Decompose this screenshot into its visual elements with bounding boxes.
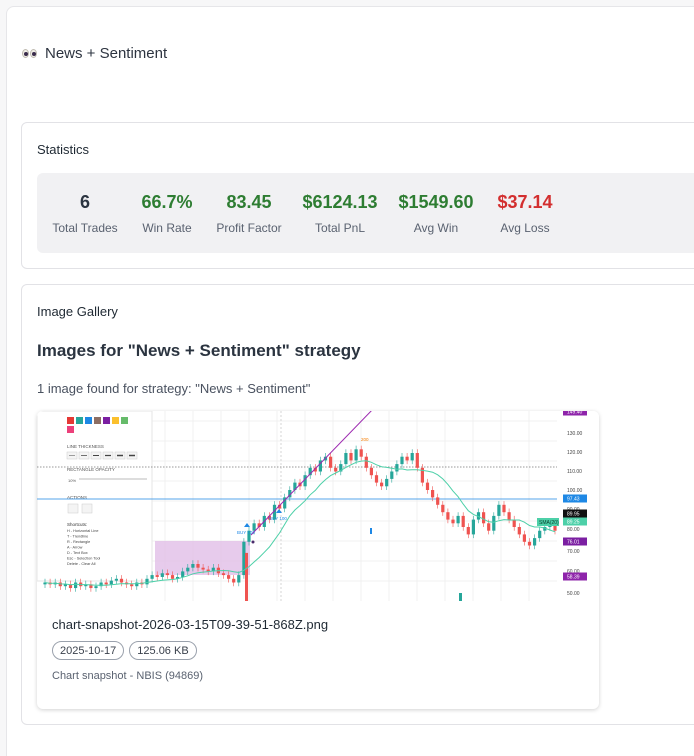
image-caption: Chart snapshot - NBIS (94869) — [52, 670, 204, 682]
gallery-count: 1 image found for strategy: "News + Sent… — [37, 381, 311, 396]
svg-text:R - Rectangle: R - Rectangle — [67, 540, 90, 544]
image-card[interactable]: LINE THICKNESS RECTANGLE OPACITY 10% ACT… — [37, 411, 599, 709]
svg-text:76.01: 76.01 — [567, 540, 580, 546]
image-gallery-card: Image Gallery Images for "News + Sentime… — [21, 284, 694, 725]
svg-text:60.00: 60.00 — [567, 569, 580, 575]
stat-win-rate: 66.7% Win Rate — [125, 173, 209, 253]
chart-thumbnail[interactable]: LINE THICKNESS RECTANGLE OPACITY 10% ACT… — [37, 411, 599, 601]
svg-text:H - Horizontal Line: H - Horizontal Line — [67, 529, 98, 533]
stat-profit-factor: 83.45 Profit Factor — [207, 173, 291, 253]
stat-value: $6124.13 — [302, 192, 378, 212]
svg-text:120.00: 120.00 — [567, 450, 583, 456]
svg-text:LINE THICKNESS: LINE THICKNESS — [67, 444, 104, 449]
eyes-icon — [22, 48, 37, 58]
svg-text:T - Trendline: T - Trendline — [67, 535, 88, 539]
svg-text:89.25: 89.25 — [567, 520, 580, 526]
svg-text:Shortcuts:: Shortcuts: — [67, 522, 87, 527]
chart-thumbnail-image: LINE THICKNESS RECTANGLE OPACITY 10% ACT… — [37, 411, 599, 601]
stats-strip: 6 Total Trades 66.7% Win Rate 83.45 Prof… — [37, 173, 694, 253]
page-header: News + Sentiment — [22, 44, 167, 62]
svg-text:Esc - Selection Tool: Esc - Selection Tool — [67, 557, 100, 561]
svg-text:70.00: 70.00 — [567, 549, 580, 555]
stat-total-pnl: $6124.13 Total PnL — [295, 173, 385, 253]
svg-text:D - Text Box: D - Text Box — [67, 551, 88, 555]
stat-label: Total PnL — [314, 221, 366, 235]
svg-text:200: 200 — [361, 437, 369, 442]
stat-label: Total Trades — [52, 221, 118, 235]
stat-avg-win: $1549.60 Avg Win — [391, 173, 481, 253]
stat-value: 83.45 — [226, 192, 272, 212]
svg-text:BUY 100: BUY 100 — [237, 530, 255, 535]
svg-text:149.40: 149.40 — [567, 411, 583, 416]
svg-text:89.95: 89.95 — [567, 512, 580, 518]
image-file-name: chart-snapshot-2026-03-15T09-39-51-868Z.… — [52, 617, 329, 632]
svg-text:130.00: 130.00 — [567, 431, 583, 437]
svg-text:110.00: 110.00 — [567, 469, 582, 475]
stat-avg-loss: $37.14 Avg Loss — [483, 173, 567, 253]
svg-text:ACTIONS: ACTIONS — [67, 495, 87, 500]
svg-text:58.39: 58.39 — [567, 575, 580, 581]
stat-value: $1549.60 — [398, 192, 474, 212]
stat-value: 66.7% — [141, 192, 193, 212]
image-meta-chips: 2025-10-17 125.06 KB — [52, 641, 197, 660]
stat-label: Avg Loss — [500, 221, 550, 235]
svg-text:100.00: 100.00 — [567, 488, 583, 494]
svg-text:80.00: 80.00 — [567, 527, 580, 533]
gallery-heading: Images for "News + Sentiment" strategy — [37, 341, 361, 360]
stat-value: 6 — [79, 192, 90, 212]
svg-text:97.43: 97.43 — [567, 497, 580, 503]
page-title: News + Sentiment — [45, 44, 168, 62]
svg-text:A - Arrow: A - Arrow — [67, 546, 83, 550]
svg-text:50.00: 50.00 — [567, 591, 580, 597]
statistics-title: Statistics — [37, 142, 90, 157]
svg-text:BUY 100: BUY 100 — [269, 516, 287, 521]
svg-text:RECTANGLE OPACITY: RECTANGLE OPACITY — [67, 467, 115, 472]
stat-value: $37.14 — [497, 192, 553, 212]
stat-label: Win Rate — [142, 221, 192, 235]
stat-label: Avg Win — [413, 221, 459, 235]
date-chip: 2025-10-17 — [52, 641, 125, 660]
svg-text:SMA(20): SMA(20) — [539, 520, 559, 526]
stat-label: Profit Factor — [216, 221, 282, 235]
stat-total-trades: 6 Total Trades — [43, 173, 127, 253]
svg-text:Delete - Clear All: Delete - Clear All — [67, 562, 96, 566]
size-chip: 125.06 KB — [129, 641, 197, 660]
svg-text:10%: 10% — [68, 478, 76, 483]
gallery-title: Image Gallery — [37, 304, 118, 319]
statistics-card: Statistics 6 Total Trades 66.7% Win Rate… — [21, 122, 694, 269]
